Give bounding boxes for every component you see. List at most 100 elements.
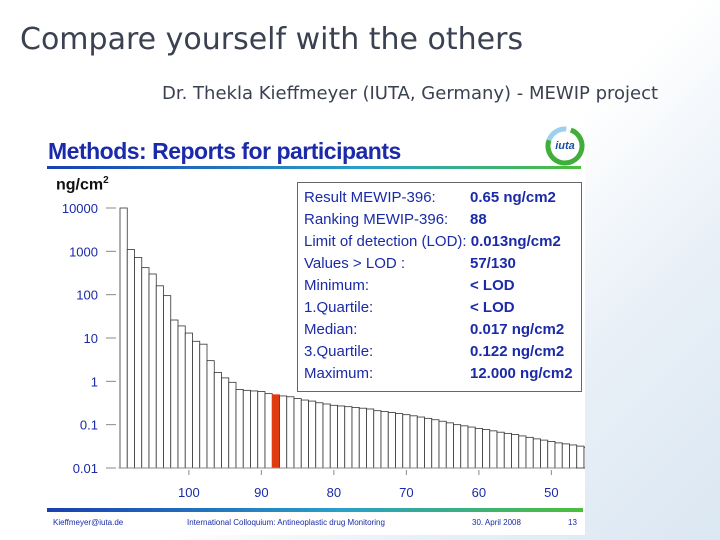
heading-rule [47, 166, 581, 169]
bar-rank-52 [532, 438, 541, 469]
bar-rank-72 [387, 412, 396, 469]
bar-rank-71 [395, 413, 404, 469]
stat-ranking-label: Ranking MEWIP-396: [304, 211, 449, 228]
stat-minimum-label: Minimum: [304, 277, 370, 294]
bar-rank-86 [286, 396, 295, 469]
bar-rank-96 [213, 372, 222, 469]
bar-rank-76 [358, 407, 367, 469]
y-tick-label: 0.1 [80, 418, 98, 433]
bar-rank-75 [366, 408, 375, 469]
stat-q3-value: 0.122 ng/cm2 [470, 343, 565, 360]
footer-page: 13 [568, 518, 577, 527]
stat-lod-row: Limit of detection (LOD): 0.013ng/cm2 [304, 233, 561, 250]
bar-rank-62 [460, 425, 469, 469]
bar-rank-78 [344, 406, 353, 469]
report-panel: Methods: Reports for participants iuta n… [20, 120, 585, 535]
bar-rank-64 [445, 422, 454, 469]
bar-rank-66 [431, 419, 440, 469]
bar-rank-81 [322, 403, 331, 469]
x-tick-label: 70 [399, 485, 413, 500]
bar-rank-82 [315, 402, 324, 469]
bar-rank-85 [293, 398, 302, 469]
bar-rank-65 [438, 420, 447, 469]
y-tick-label: 10 [84, 331, 98, 346]
iuta-logo-icon: iuta [545, 126, 585, 166]
footer-date: 30. April 2008 [472, 518, 521, 527]
slide-subtitle: Dr. Thekla Kieffmeyer (IUTA, Germany) - … [162, 83, 659, 104]
bar-rank-59 [482, 429, 491, 469]
stat-median-label: Median: [304, 321, 358, 338]
bar-rank-80 [329, 404, 338, 469]
bar-rank-94 [228, 381, 237, 469]
bar-highlight-rank-88 [271, 394, 280, 469]
bar-rank-104 [155, 285, 164, 469]
stat-result-value: 0.65 ng/cm2 [470, 189, 556, 206]
bar-rank-99 [192, 340, 201, 469]
bar-rank-50 [547, 441, 556, 469]
stat-minimum-value: < LOD [470, 277, 515, 294]
logo-text: iuta [555, 140, 575, 152]
bar-rank-97 [206, 360, 215, 469]
bar-rank-51 [540, 439, 549, 469]
stat-lod-label: Limit of detection (LOD): [304, 233, 467, 250]
stat-result-label: Result MEWIP-396: [304, 189, 436, 206]
bar-rank-45 [583, 446, 585, 469]
bar-rank-69 [409, 415, 418, 469]
bar-rank-47 [569, 444, 578, 469]
bar-rank-105 [148, 273, 157, 469]
bar-rank-53 [525, 436, 534, 469]
bar-rank-106 [141, 267, 150, 469]
stat-median-value: 0.017 ng/cm2 [470, 321, 565, 338]
y-axis-ticks: 10000 1000 100 10 1 0.1 0.01 [62, 201, 116, 476]
bar-rank-63 [453, 424, 462, 469]
y-tick-label: 1000 [69, 244, 98, 259]
bar-rank-58 [489, 430, 498, 469]
y-tick-label: 1 [91, 374, 98, 389]
stat-q1-label: 1.Quartile: [304, 299, 374, 316]
bar-rank-46 [576, 445, 585, 469]
bar-rank-108 [126, 249, 135, 469]
x-tick-label: 50 [544, 485, 558, 500]
bar-rank-93 [235, 389, 244, 469]
bar-rank-102 [170, 319, 179, 469]
y-axis-unit-label: ng/cm2 [56, 175, 109, 194]
bar-rank-55 [511, 434, 520, 469]
slide-title: Compare yourself with the others [20, 22, 524, 57]
y-tick-label: 0.01 [73, 461, 98, 476]
bar-rank-79 [337, 405, 346, 469]
bar-rank-56 [503, 432, 512, 469]
bar-rank-103 [163, 295, 172, 469]
bar-rank-83 [308, 400, 317, 469]
stat-lod-value: 0.013ng/cm2 [470, 233, 561, 250]
bar-rank-61 [467, 426, 476, 469]
x-axis-ticks: 100 90 80 70 60 50 [178, 470, 559, 500]
bar-rank-107 [134, 257, 143, 469]
bar-rank-49 [554, 442, 563, 469]
x-tick-label: 80 [327, 485, 341, 500]
bar-rank-70 [402, 414, 411, 469]
bar-rank-89 [264, 393, 273, 469]
bar-rank-101 [177, 325, 186, 469]
stat-max-label: Maximum: [304, 365, 374, 382]
bar-rank-68 [416, 416, 425, 469]
bar-rank-98 [199, 343, 208, 469]
statistics-box: Result MEWIP-396: 0.65 ng/cm2 Ranking ME… [297, 182, 582, 392]
bar-rank-57 [496, 431, 505, 469]
footer-rule [47, 508, 583, 512]
bar-rank-91 [250, 390, 259, 469]
x-tick-label: 60 [472, 485, 486, 500]
bar-rank-60 [474, 428, 483, 469]
bar-rank-77 [351, 407, 360, 469]
bar-rank-95 [221, 377, 230, 469]
bar-rank-73 [380, 411, 389, 469]
panel-heading: Methods: Reports for participants [48, 138, 401, 164]
bar-rank-109 [119, 207, 128, 469]
stat-values-label: Values > LOD : [304, 255, 406, 272]
x-tick-label: 100 [178, 485, 200, 500]
bar-rank-48 [561, 443, 570, 469]
bars-group [118, 207, 585, 469]
stat-max-value: 12.000 ng/cm2 [470, 365, 573, 382]
bar-rank-74 [373, 410, 382, 469]
ranking-bar-chart: 10000 1000 100 10 1 0.1 0.01 100 90 80 70 60 50 [62, 201, 585, 500]
stat-values-value: 57/130 [470, 255, 516, 272]
